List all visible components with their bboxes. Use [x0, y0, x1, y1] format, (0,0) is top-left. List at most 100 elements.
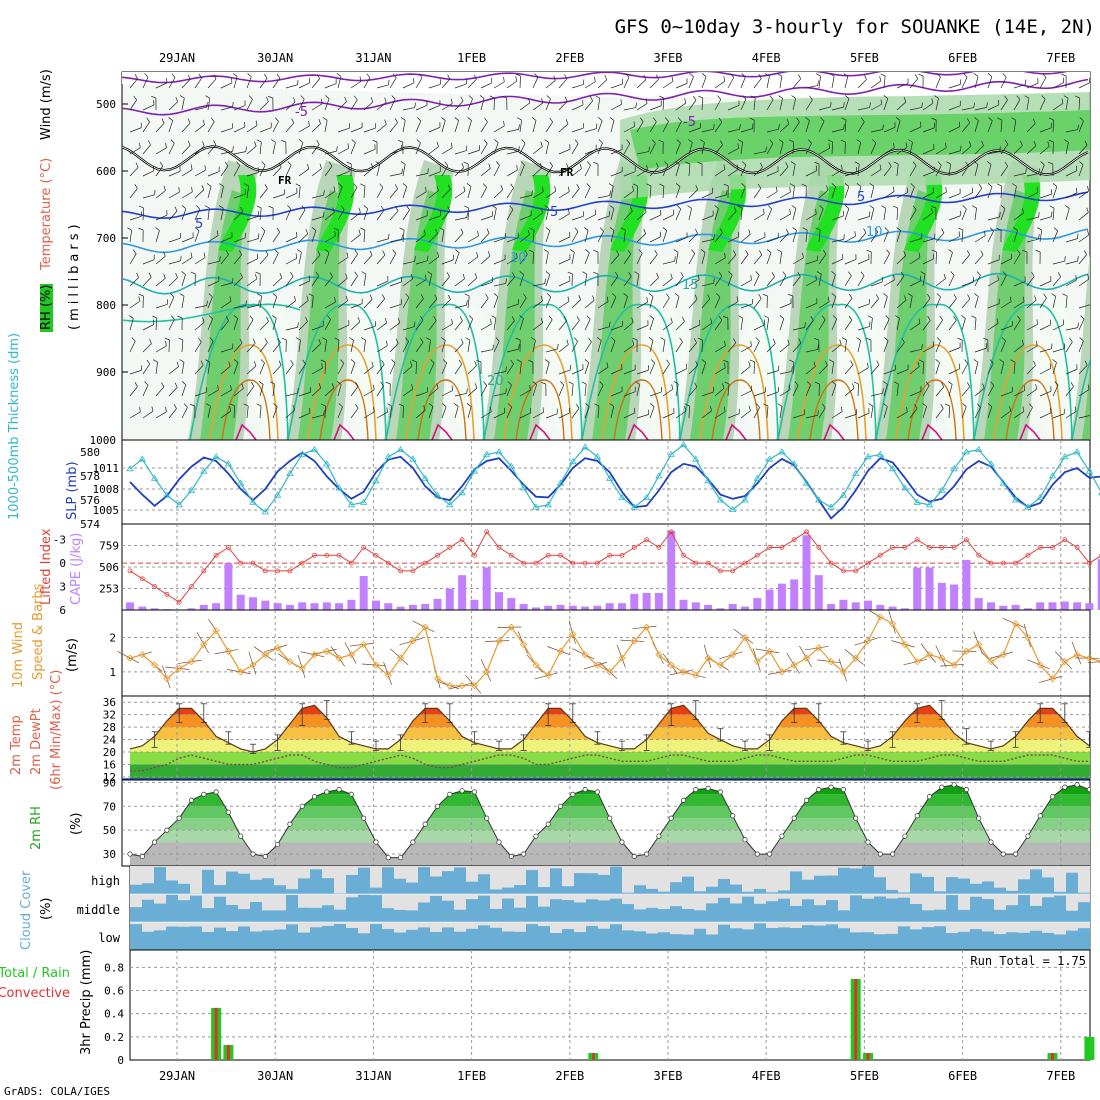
wind-barb: [831, 215, 844, 221]
wind-barb-flag: [694, 382, 698, 388]
wind-barb: [362, 663, 386, 667]
cloud-cell: [862, 866, 875, 894]
wind-barb: [701, 410, 712, 419]
cape-bar: [568, 605, 577, 610]
wind-barb: [1052, 324, 1064, 331]
contour-minus5: [122, 78, 1089, 116]
wind-barb-flag: [406, 205, 410, 211]
wind-barb: [805, 120, 810, 133]
cloud-cell: [718, 897, 731, 922]
wind-barb: [519, 120, 522, 133]
wind-barb: [935, 251, 937, 265]
wind-barb-flag: [134, 382, 138, 387]
wind-barb: [519, 254, 528, 265]
cloud-cell: [886, 933, 899, 950]
wind-barb-flag: [229, 296, 232, 302]
wind-barb: [753, 98, 756, 111]
wind-barb: [766, 391, 779, 397]
wind-barb: [844, 364, 854, 375]
wind-barb: [207, 318, 213, 331]
wind-barb: [740, 303, 753, 309]
wind-barb: [1026, 173, 1039, 177]
thickness-point: [310, 445, 319, 452]
date-label: 3FEB: [654, 1069, 683, 1083]
cape-bar: [974, 598, 983, 610]
wind-barb: [246, 172, 259, 177]
rh-point: [1074, 782, 1080, 788]
thickness-point: [249, 498, 257, 505]
wind-barb: [194, 365, 204, 375]
thickness-point: [446, 501, 454, 508]
wind-barb: [753, 341, 760, 353]
wind-barb-flag: [546, 293, 552, 298]
wind-barb-flag: [394, 118, 398, 123]
cape-bar: [630, 593, 639, 610]
date-label: 30JAN: [257, 51, 293, 65]
wind-barb: [493, 125, 505, 133]
wind-point: [224, 647, 232, 655]
wind-barb: [181, 274, 186, 287]
wind-barb-flag: [331, 383, 335, 389]
wind-barb-flag: [848, 293, 853, 299]
wind-barb-flag: [986, 102, 988, 108]
wind-barb-flag: [797, 272, 801, 277]
wind-barb: [467, 208, 470, 221]
temp-band: [130, 764, 1090, 780]
wind-barb: [532, 300, 543, 309]
wind-barb: [844, 98, 850, 111]
contour-25: [797, 344, 867, 440]
wind-barb-flag: [724, 381, 730, 385]
li-point: [361, 545, 367, 550]
cape-bar: [741, 606, 749, 610]
wind-barb: [545, 296, 552, 309]
thickness-point: [236, 479, 245, 486]
wind-barb: [311, 254, 321, 265]
cape-bar: [1023, 608, 1032, 610]
wind-barb: [688, 76, 694, 89]
wind-barb: [974, 347, 987, 353]
cloud-cell: [154, 903, 167, 922]
wind-barb: [285, 101, 296, 111]
wind-barb-flag: [843, 102, 845, 108]
wind-barb-flag: [736, 164, 739, 170]
wind-barb: [623, 369, 636, 375]
wind-point: [593, 661, 601, 669]
wind-barb-flag: [1042, 73, 1047, 78]
wind-barb: [896, 208, 899, 221]
wind-barb: [870, 231, 878, 243]
wind-barb: [935, 408, 944, 419]
cloud-cell: [670, 906, 683, 922]
wind-barb: [753, 391, 766, 397]
wind-barb: [337, 257, 349, 265]
wind-barb-flag: [325, 249, 330, 253]
wind-point: [692, 671, 700, 679]
wind-barb: [558, 280, 571, 287]
wind-barb-flag: [632, 337, 638, 341]
wind-barb-flag: [291, 118, 295, 124]
cloud-cell: [430, 931, 443, 950]
tick-label: 12: [103, 771, 116, 784]
wind-barb: [233, 76, 238, 89]
date-label: 1FEB: [457, 1069, 486, 1083]
wind-barb-flag: [568, 208, 570, 214]
wind-barb: [532, 102, 544, 111]
wind-barb: [779, 252, 782, 265]
wind-barb-flag: [771, 272, 775, 277]
wind-point: [938, 654, 946, 662]
wind-point: [852, 654, 860, 662]
cloud-cell: [430, 876, 443, 894]
wind-barb: [766, 191, 778, 199]
wind-barb: [168, 120, 173, 133]
wind-barb-flag: [750, 341, 752, 347]
rh-point: [275, 841, 281, 848]
wind-barb: [168, 191, 180, 199]
wind-barb: [493, 392, 506, 397]
wind-barb: [649, 340, 654, 353]
li-point: [791, 537, 797, 543]
wind-barb: [129, 188, 138, 199]
cloud-cell: [382, 929, 395, 950]
wind-barb-flag: [338, 403, 343, 408]
wind-barb: [831, 296, 837, 309]
wind-barb: [1026, 123, 1036, 133]
thickness-point: [974, 445, 983, 452]
